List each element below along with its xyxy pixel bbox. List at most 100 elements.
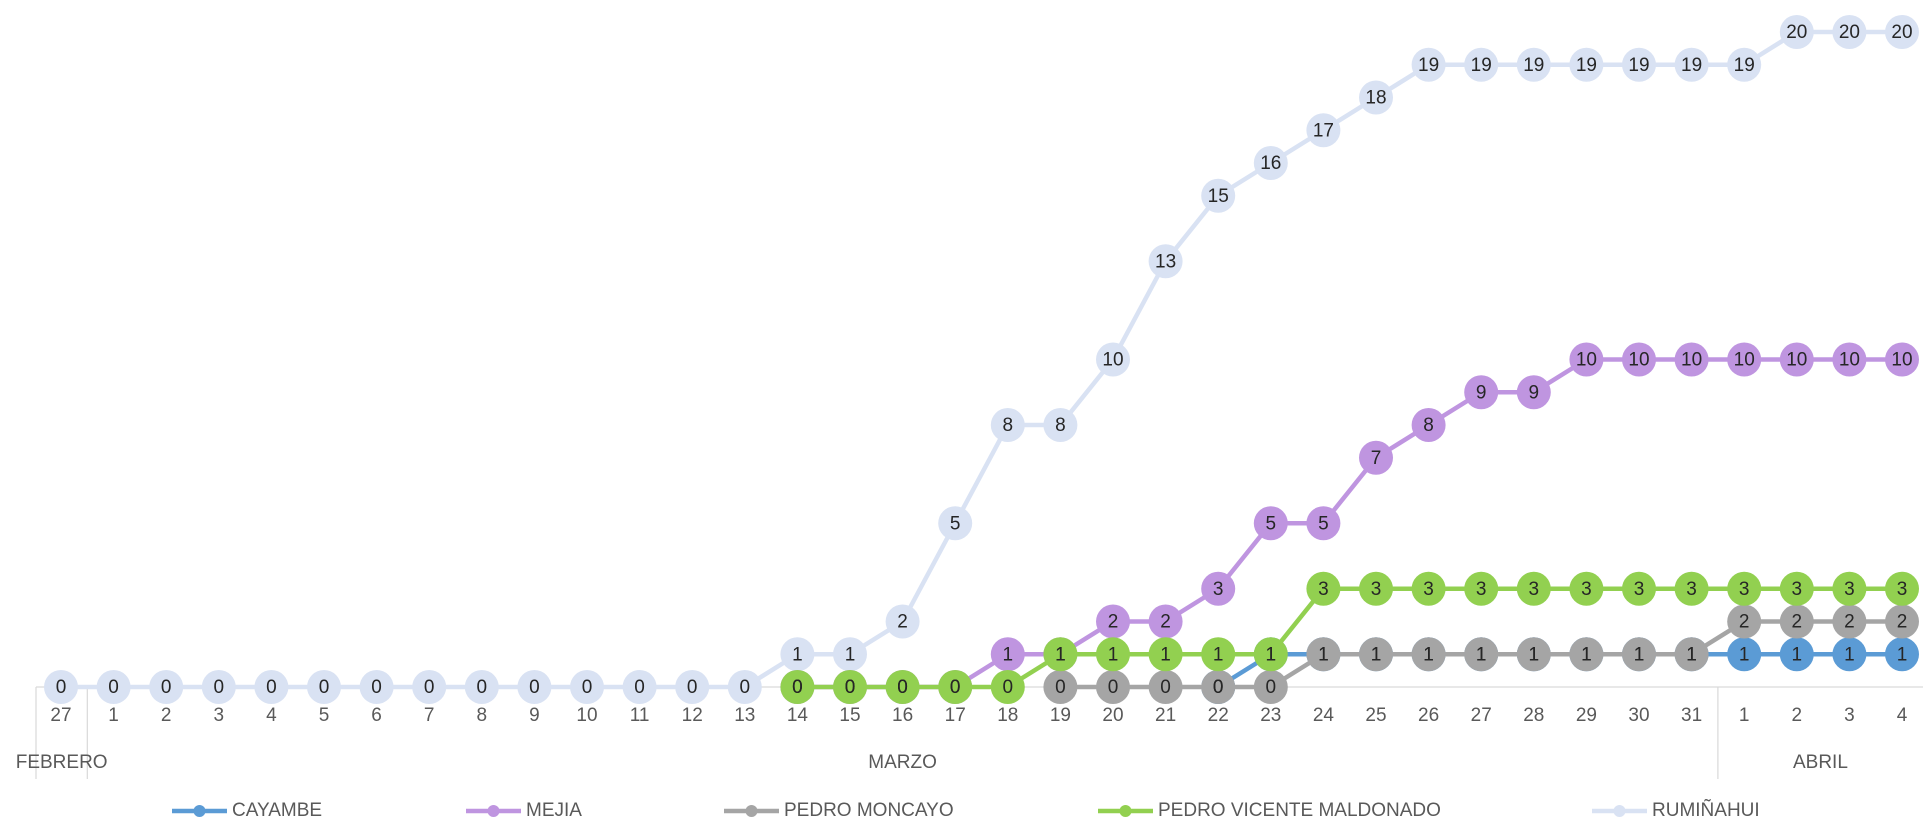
data-point [1779, 571, 1814, 606]
data-label: 3 [1686, 579, 1697, 600]
data-point [1201, 670, 1236, 704]
data-label: 1 [792, 644, 803, 665]
data-point [1043, 637, 1078, 672]
data-point [1253, 506, 1288, 541]
data-point [96, 670, 131, 704]
data-label: 5 [1266, 513, 1277, 534]
data-label: 3 [1371, 579, 1382, 600]
x-tick-label: 13 [734, 705, 755, 726]
x-tick-label: 14 [787, 705, 809, 726]
data-label: 0 [108, 677, 119, 698]
data-label: 10 [1628, 350, 1649, 371]
data-point [1727, 571, 1762, 606]
x-tick-label: 4 [1897, 705, 1908, 726]
data-point [1832, 342, 1867, 377]
data-point [1306, 637, 1341, 672]
data-label: 20 [1891, 22, 1912, 43]
data-label: 2 [1844, 612, 1855, 633]
data-point [1359, 80, 1393, 115]
x-tick-label: 7 [424, 705, 435, 726]
data-label: 1 [1160, 644, 1171, 665]
data-label: 0 [56, 677, 67, 698]
data-label: 8 [1423, 415, 1434, 436]
data-point [1516, 47, 1551, 82]
data-point [307, 670, 341, 704]
x-tick-label: 23 [1260, 705, 1281, 726]
data-label: 2 [1792, 612, 1803, 633]
legend-label: RUMIÑAHUI [1652, 799, 1760, 821]
data-label: 3 [1213, 579, 1224, 600]
data-label: 1 [1318, 644, 1329, 665]
data-point [44, 670, 78, 704]
data-label: 9 [1476, 382, 1487, 403]
x-tick-label: 3 [214, 705, 225, 726]
data-label: 0 [897, 677, 908, 698]
data-label: 0 [845, 677, 856, 698]
data-point [833, 670, 867, 704]
data-point [254, 670, 289, 704]
data-label: 1 [1844, 644, 1855, 665]
data-point [1674, 47, 1709, 82]
data-point [1832, 15, 1867, 49]
x-tick-label: 5 [319, 705, 330, 726]
data-label: 1 [1266, 644, 1277, 665]
data-label: 3 [1423, 579, 1434, 600]
data-label: 3 [1476, 579, 1487, 600]
data-label: 1 [1476, 644, 1487, 665]
data-label: 2 [897, 612, 908, 633]
data-label: 1 [1108, 644, 1119, 665]
x-tick-label: 11 [630, 705, 650, 726]
data-label: 2 [1897, 612, 1908, 633]
data-label: 0 [950, 677, 961, 698]
data-label: 1 [1476, 644, 1487, 665]
data-point [1885, 637, 1919, 672]
data-point [1359, 571, 1393, 606]
data-label: 0 [266, 677, 277, 698]
data-point [1779, 637, 1814, 672]
data-point [1359, 440, 1393, 475]
data-label: 0 [634, 677, 645, 698]
data-label: 0 [1003, 677, 1014, 698]
data-label: 7 [1371, 448, 1382, 469]
data-point [1674, 637, 1709, 672]
data-point [1253, 637, 1288, 672]
x-tick-label: 31 [1681, 705, 1702, 726]
data-label: 0 [792, 677, 803, 698]
data-point [1885, 604, 1919, 639]
data-label: 1 [1686, 644, 1697, 665]
data-point [1148, 670, 1183, 704]
data-label: 20 [1786, 22, 1807, 43]
data-label: 1 [1581, 644, 1592, 665]
group-label: MARZO [868, 752, 937, 773]
data-label: 19 [1734, 55, 1755, 76]
data-label: 3 [1318, 579, 1329, 600]
x-tick-label: 20 [1102, 705, 1123, 726]
data-point [1148, 637, 1183, 672]
data-point [780, 637, 815, 672]
data-label: 1 [845, 644, 856, 665]
data-label: 8 [1003, 415, 1014, 436]
data-point [149, 670, 184, 704]
series-line [797, 586, 1902, 690]
data-point [938, 506, 973, 541]
x-tick-label: 29 [1576, 705, 1597, 726]
data-point [1779, 15, 1814, 49]
data-point [1096, 604, 1130, 639]
data-point [1201, 571, 1236, 606]
legend-label: PEDRO MONCAYO [784, 800, 954, 821]
data-label: 0 [529, 677, 540, 698]
data-point [1306, 571, 1341, 606]
data-point [833, 637, 867, 672]
data-label: 10 [1734, 350, 1755, 371]
data-point [1832, 604, 1867, 639]
data-label: 3 [1897, 579, 1908, 600]
data-point [1043, 670, 1078, 704]
x-tick-label: 30 [1628, 705, 1649, 726]
data-label: 0 [214, 677, 225, 698]
legend-marker [1613, 805, 1626, 817]
data-point [622, 670, 657, 704]
data-label: 0 [1213, 677, 1224, 698]
data-label: 3 [1529, 579, 1540, 600]
data-point [1043, 408, 1078, 442]
